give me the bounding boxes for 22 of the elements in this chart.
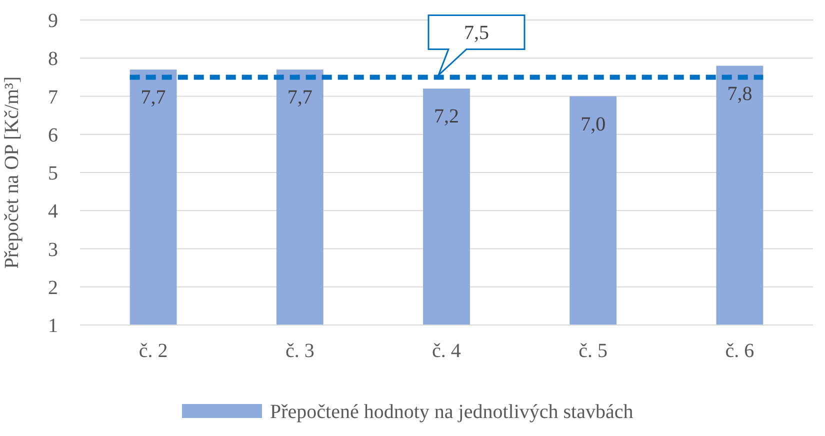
y-axis-title: Přepočet na OP [Kč/m³] <box>1 76 23 269</box>
y-tick-label: 9 <box>48 10 58 32</box>
x-tick-label: č. 5 <box>578 340 608 362</box>
y-tick-label: 8 <box>48 48 58 70</box>
y-tick-label: 7 <box>48 86 58 108</box>
y-tick-label: 2 <box>48 276 58 299</box>
x-tick-label: č. 6 <box>725 340 754 362</box>
y-tick-label: 4 <box>48 200 58 223</box>
data-label: 7,7 <box>287 86 312 109</box>
x-tick-label: č. 3 <box>285 340 314 362</box>
data-label: 7,8 <box>727 82 752 105</box>
y-tick-label: 1 <box>48 315 58 337</box>
data-label: 7,7 <box>140 86 166 109</box>
data-label: 7,2 <box>434 106 459 128</box>
y-tick-label: 5 <box>48 162 58 184</box>
x-tick-label: č. 4 <box>432 340 461 362</box>
data-label: 7,0 <box>580 113 606 136</box>
x-tick-label: č. 2 <box>138 340 168 362</box>
y-tick-label: 6 <box>48 124 58 146</box>
ref-line-label: 7,5 <box>464 22 489 44</box>
legend-label: Přepočtené hodnoty na jednotlivých stavbách <box>270 401 634 423</box>
y-tick-label: 3 <box>48 238 58 261</box>
